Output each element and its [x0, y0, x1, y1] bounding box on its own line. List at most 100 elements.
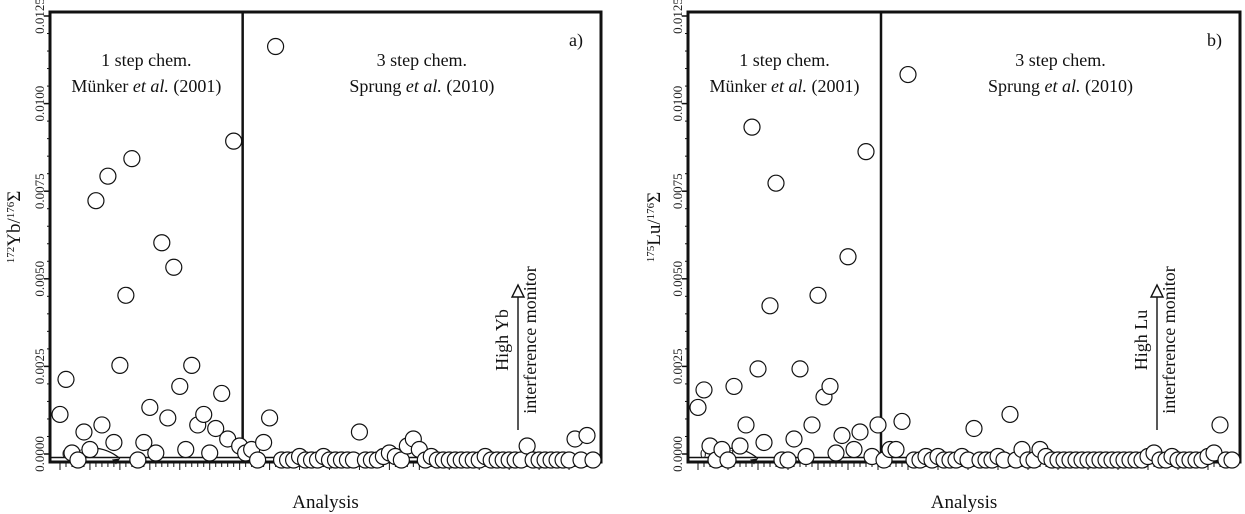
data-point	[785, 430, 803, 448]
section-title-2: 3 step chem.	[377, 50, 467, 70]
data-point	[69, 451, 87, 469]
y-axis-title-superscript: 176	[645, 202, 657, 219]
y-axis-title-superscript: 175	[645, 245, 657, 262]
data-point	[266, 37, 285, 56]
data-point	[350, 423, 369, 441]
x-axis-title: Analysis	[931, 492, 998, 513]
data-point	[845, 440, 863, 459]
y-axis-title: 172Yb/176Σ	[4, 191, 25, 264]
data-point	[1211, 416, 1229, 434]
data-point	[869, 416, 887, 434]
citation-year: (2010)	[1081, 76, 1134, 97]
data-point	[761, 297, 779, 315]
monitor-label-interference: interference monitor	[1159, 266, 1179, 413]
monitor-arrowhead	[1149, 283, 1165, 298]
section-citation-2: Sprung et al. (2010)	[349, 76, 494, 97]
y-tick-label: 0.0050	[670, 261, 685, 297]
y-axis-title-superscript: 176	[5, 201, 17, 218]
citation-year: (2001)	[807, 76, 860, 97]
y-tick-label: 0.0125	[32, 0, 47, 34]
data-point	[117, 286, 135, 304]
threshold-arrowhead	[112, 458, 120, 465]
threshold-arrowhead	[750, 458, 758, 465]
data-point	[93, 416, 111, 434]
y-axis-title-text: Σ	[4, 191, 25, 202]
data-point	[689, 398, 707, 417]
section-title-1: 1 step chem.	[101, 50, 191, 70]
data-point	[719, 451, 737, 469]
data-point	[123, 150, 141, 168]
monitor-label-interference: interference monitor	[520, 266, 540, 413]
y-tick-label: 0.0075	[32, 173, 47, 209]
data-point	[1001, 405, 1019, 424]
data-point	[755, 433, 773, 452]
data-point	[225, 132, 243, 150]
panel-b: 0.00000.00250.00500.00750.01000.01250.00…	[644, 0, 1242, 513]
section-title-1: 1 step chem.	[739, 50, 829, 70]
y-tick-label: 0.0025	[32, 349, 47, 385]
data-point	[731, 437, 749, 455]
data-point	[51, 405, 69, 424]
data-point	[183, 356, 201, 374]
data-point	[887, 440, 905, 459]
data-point	[578, 426, 596, 445]
y-axis-title-superscript: 172	[5, 247, 17, 264]
y-tick-label: 0.0025	[670, 349, 685, 385]
data-point	[749, 360, 767, 378]
data-point	[821, 377, 839, 396]
y-tick-label: 0.0100	[32, 86, 47, 122]
data-point	[833, 426, 851, 445]
data-point	[893, 412, 911, 431]
data-point	[767, 174, 785, 192]
citation-etal: et al.	[128, 76, 169, 96]
data-point	[129, 451, 147, 469]
data-point	[207, 419, 225, 438]
panel-label: b)	[1207, 30, 1222, 51]
data-point	[899, 65, 917, 84]
data-point	[153, 234, 171, 252]
data-point	[261, 409, 279, 427]
data-point	[201, 444, 219, 462]
y-tick-label: 0.0125	[670, 0, 685, 34]
data-point	[743, 118, 761, 136]
data-point	[249, 451, 267, 469]
data-point	[81, 440, 99, 459]
y-axis-title-text: Lu/	[644, 219, 665, 246]
data-point	[803, 416, 821, 434]
data-point	[171, 377, 189, 396]
data-point	[1223, 451, 1241, 469]
citation-year: (2010)	[442, 76, 495, 97]
data-point	[105, 433, 123, 452]
data-point	[87, 192, 105, 210]
y-tick-label: 0.0000	[670, 436, 685, 472]
data-point	[695, 381, 713, 399]
data-point	[159, 409, 177, 427]
data-point	[857, 143, 875, 161]
data-point	[255, 433, 273, 452]
citation-author: Münker	[710, 76, 767, 96]
data-point	[779, 451, 797, 469]
data-point	[99, 167, 117, 185]
data-point	[797, 447, 815, 466]
citation-year: (2001)	[169, 76, 222, 97]
section-citation-1: Münker et al. (2001)	[710, 76, 860, 97]
citation-etal: et al.	[401, 76, 442, 96]
data-point	[584, 451, 602, 469]
data-point	[213, 384, 231, 403]
citation-author: Sprung	[349, 76, 401, 96]
y-tick-label: 0.0075	[670, 173, 685, 209]
data-point	[147, 444, 165, 462]
monitor-arrowhead	[510, 283, 526, 298]
y-tick-label: 0.0050	[32, 261, 47, 297]
panel-label: a)	[569, 30, 583, 51]
panel-a: 0.00000.00250.00500.00750.01000.01250.00…	[4, 0, 603, 513]
citation-etal: et al.	[1040, 76, 1081, 96]
monitor-label-high: High Lu	[1131, 310, 1151, 371]
data-point	[725, 377, 743, 396]
data-point	[165, 258, 183, 276]
data-point	[177, 440, 195, 459]
data-point	[791, 360, 809, 378]
citation-author: Sprung	[988, 76, 1040, 96]
section-citation-1: Münker et al. (2001)	[71, 76, 221, 97]
